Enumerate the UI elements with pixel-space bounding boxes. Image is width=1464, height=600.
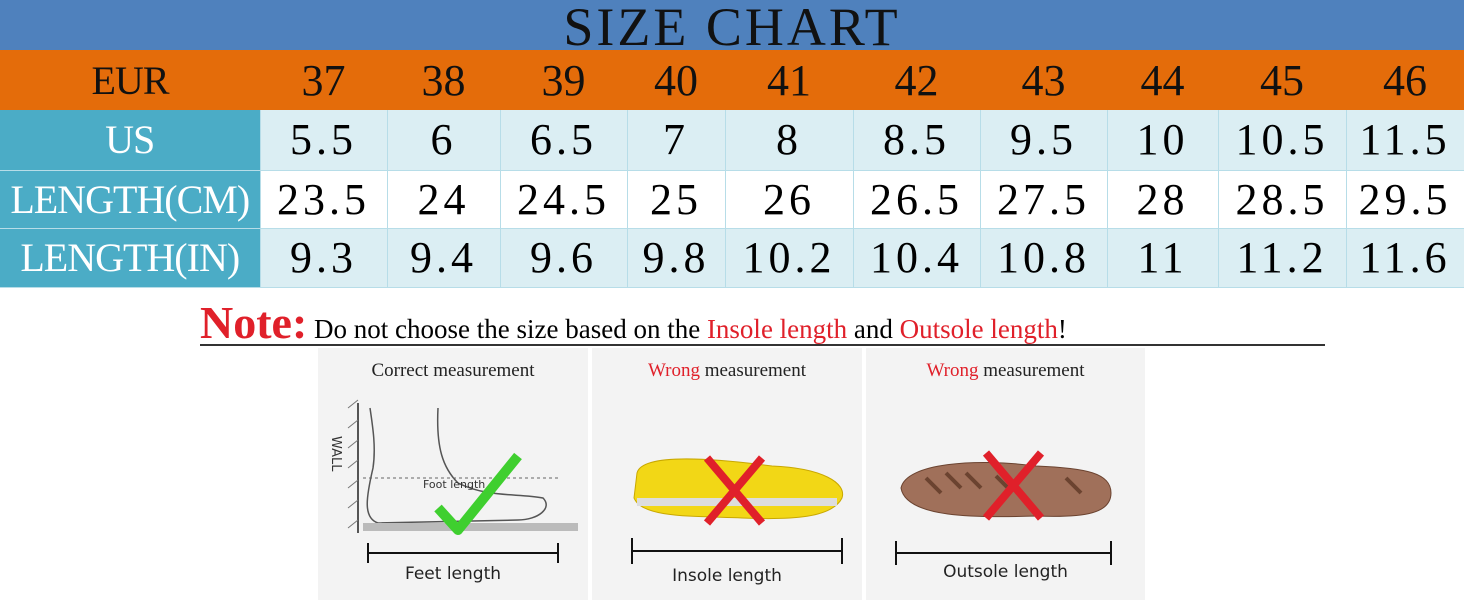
outsole-illustration (895, 450, 1112, 565)
table-cell: 11.5 (1346, 110, 1464, 171)
panel: WALL Foot length Correct measurement Fee… (318, 348, 588, 600)
panel-caption: Insole length (672, 566, 782, 586)
table-cell: 9.8 (627, 228, 726, 288)
table-cell: 29.5 (1346, 170, 1464, 229)
table-cell: 24 (387, 170, 501, 229)
table-cell: 8 (725, 110, 854, 171)
foot-illustration: WALL Foot length (328, 399, 578, 563)
row-header: LENGTH(IN) (0, 228, 261, 288)
table-cell: 6 (387, 110, 501, 171)
table-cell: 10.8 (980, 228, 1108, 288)
panel-title: Wrong measurement (592, 360, 862, 382)
note: Note: Do not choose the size based on th… (200, 296, 1325, 348)
table-cell: 41 (725, 50, 853, 110)
note-text: ! (1057, 314, 1067, 344)
table-cell: 38 (387, 50, 500, 110)
panel-title-text: measurement (983, 360, 1085, 381)
table-cell: 42 (853, 50, 980, 110)
table-cell: 25 (627, 170, 726, 229)
table-cell: 28 (1107, 170, 1219, 229)
row-header: EUR (0, 50, 260, 110)
insole-illustration (631, 455, 844, 564)
table-cell: 11 (1107, 228, 1219, 288)
table-row: US 5.5 6 6.5 7 8 8.5 9.5 10 10.5 11.5 (0, 110, 1464, 171)
table-cell: 8.5 (853, 110, 981, 171)
table-cell: 11.2 (1218, 228, 1347, 288)
panel-highlight: Wrong (647, 360, 700, 381)
table-cell: 11.6 (1346, 228, 1464, 288)
table-cell: 9.5 (980, 110, 1108, 171)
table-cell: 24.5 (500, 170, 628, 229)
table-cell: 5.5 (260, 110, 388, 171)
panel: Wrong measurement Insole length (592, 348, 862, 600)
row-header: LENGTH(CM) (0, 170, 261, 229)
table-cell: 45 (1218, 50, 1346, 110)
title: SIZE CHART (0, 0, 1464, 54)
table-cell: 26.5 (853, 170, 981, 229)
table-cell: 26 (725, 170, 854, 229)
table-cell: 39 (500, 50, 627, 110)
note-label: Note: (200, 297, 308, 348)
panel-caption: Feet length (404, 564, 502, 584)
table-cell: 10.2 (725, 228, 854, 288)
panel-title-text: measurement (704, 360, 807, 381)
table-cell: 43 (980, 50, 1107, 110)
table-cell: 44 (1107, 50, 1218, 110)
panel-title: Wrong measurement (866, 360, 1145, 382)
table-cell: 10.4 (853, 228, 981, 288)
size-table: EUR 37 38 39 40 41 42 43 44 45 46 US 5.5 6 6.5 7 8 8.5 9.5… (0, 50, 1464, 288)
table-row: LENGTH(IN) 9.3 9.4 9.6 9.8 10.2 10.4 10.8 11 11.2… (0, 228, 1464, 288)
note-text: Do not choose the size based on the (314, 314, 701, 344)
table-cell: 9.4 (387, 228, 501, 288)
table-cell: 9.6 (500, 228, 628, 288)
table-row: LENGTH(CM) 23.5 24 24.5 25 26 26.5 27.5 28 28.5 29… (0, 170, 1464, 229)
wall-label: WALL (328, 436, 343, 472)
inner-label: Foot length (423, 478, 485, 491)
table-cell: 10 (1107, 110, 1219, 171)
panel: Wrong measurement Outsole length (866, 348, 1145, 600)
table-cell: 23.5 (260, 170, 388, 229)
table-cell: 37 (260, 50, 387, 110)
table-cell: 27.5 (980, 170, 1108, 229)
panel-highlight: Wrong (926, 360, 979, 381)
note-highlight: Insole length (706, 314, 848, 344)
table-row: EUR 37 38 39 40 41 42 43 44 45 46 (0, 50, 1464, 110)
row-header: US (0, 110, 261, 171)
note-highlight: Outsole length (899, 314, 1058, 344)
table-cell: 7 (627, 110, 726, 171)
note-text: and (853, 314, 893, 344)
table-cell: 10.5 (1218, 110, 1347, 171)
table-cell: 9.3 (260, 228, 388, 288)
table-cell: 28.5 (1218, 170, 1347, 229)
table-cell: 46 (1346, 50, 1464, 110)
panel-caption: Outsole length (943, 562, 1068, 582)
panel-title: Correct measurement (371, 360, 535, 381)
table-cell: 6.5 (500, 110, 628, 171)
table-cell: 40 (627, 50, 725, 110)
